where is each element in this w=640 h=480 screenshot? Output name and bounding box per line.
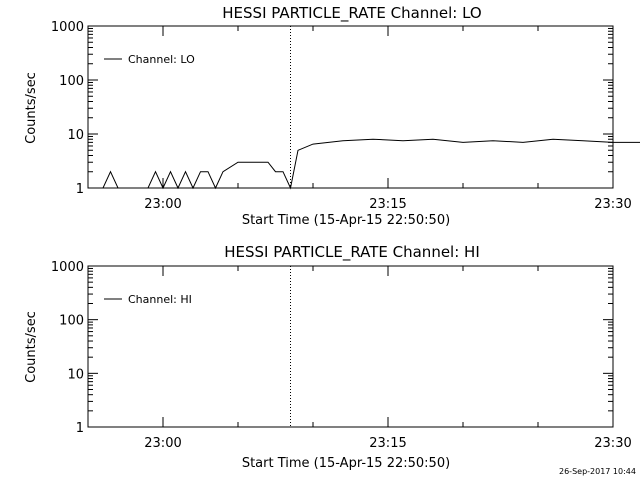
x-tick-label: 23:30 bbox=[594, 436, 631, 451]
y-tick-label: 100 bbox=[59, 314, 84, 329]
legend-label: Channel: HI bbox=[128, 293, 192, 306]
y-tick-label: 10 bbox=[67, 367, 84, 382]
plot-frame bbox=[87, 25, 614, 189]
x-tick-label: 23:00 bbox=[144, 197, 181, 212]
series-line bbox=[88, 138, 640, 190]
legend-label: Channel: LO bbox=[128, 53, 195, 66]
x-tick-label: 23:15 bbox=[369, 436, 406, 451]
y-axis-label: Counts/sec bbox=[24, 311, 39, 383]
x-axis-label: Start Time (15-Apr-15 22:50:50) bbox=[242, 213, 450, 228]
chart-title: HESSI PARTICLE_RATE Channel: LO bbox=[222, 4, 481, 23]
y-tick-label: 1 bbox=[76, 421, 84, 436]
panel-hi: HESSI PARTICLE_RATE Channel: HI Start Ti… bbox=[24, 243, 632, 471]
plot-frame bbox=[87, 265, 614, 428]
y-tick-label: 100 bbox=[59, 74, 84, 89]
panel-lo: HESSI PARTICLE_RATE Channel: LO Start Ti… bbox=[24, 4, 640, 228]
plot-timestamp: 26-Sep-2017 10:44 bbox=[559, 467, 636, 476]
y-tick-label: 10 bbox=[67, 128, 84, 143]
y-tick-label: 1 bbox=[76, 182, 84, 197]
x-tick-label: 23:15 bbox=[369, 197, 406, 212]
y-axis-label: Counts/sec bbox=[24, 72, 39, 144]
x-tick-label: 23:00 bbox=[144, 436, 181, 451]
x-axis-label: Start Time (15-Apr-15 22:50:50) bbox=[242, 456, 450, 471]
y-tick-label: 1000 bbox=[51, 20, 84, 35]
x-tick-label: 23:30 bbox=[594, 197, 631, 212]
y-tick-label: 1000 bbox=[51, 260, 84, 275]
chart-title: HESSI PARTICLE_RATE Channel: HI bbox=[224, 243, 480, 262]
